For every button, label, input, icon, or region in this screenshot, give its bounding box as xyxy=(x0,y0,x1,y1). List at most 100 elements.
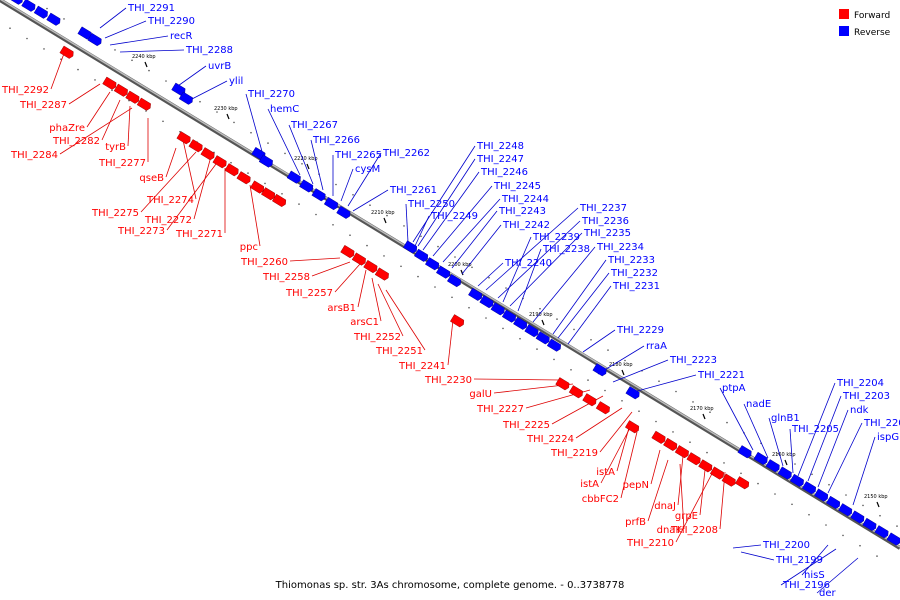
reverse-label-ndk: ndk xyxy=(850,405,869,416)
scale-dot xyxy=(604,389,606,392)
reverse-gene-block xyxy=(535,331,550,345)
reverse-label-hemc: hemC xyxy=(270,104,299,115)
reverse-leader-thi-2267 xyxy=(288,124,314,185)
forward-label-thi-2251: THI_2251 xyxy=(375,346,423,357)
forward-leader-arsb1 xyxy=(357,269,367,308)
forward-leader-thi-2272 xyxy=(193,159,211,220)
reverse-label-thi-2244: THI_2244 xyxy=(501,194,549,205)
scale-dot xyxy=(689,441,691,444)
scale-tick-mark xyxy=(702,413,706,420)
reverse-label-thi-2204: THI_2204 xyxy=(836,378,884,389)
scale-dot xyxy=(723,462,725,464)
reverse-leader-thi-2205 xyxy=(789,428,794,474)
reverse-label-thi-2291: THI_2291 xyxy=(127,3,175,14)
scale-dot xyxy=(505,287,507,289)
scale-dot xyxy=(63,18,65,20)
forward-leader-thi-2210 xyxy=(675,467,716,543)
scale-dot xyxy=(298,203,300,205)
forward-gene-block xyxy=(351,252,366,266)
reverse-label-thi-2265: THI_2265 xyxy=(334,150,382,161)
forward-leader-phazre xyxy=(86,91,111,128)
reverse-gene-block xyxy=(21,0,36,12)
scale-dot xyxy=(519,337,521,340)
forward-label-thi-2260: THI_2260 xyxy=(240,257,288,268)
reverse-genes xyxy=(8,0,900,546)
forward-label-thi-2225: THI_2225 xyxy=(502,420,550,431)
scale-dot xyxy=(553,358,555,361)
reverse-leader-thi-2240 xyxy=(477,262,504,287)
scale-dot xyxy=(437,245,439,248)
reverse-leader-thi-2248 xyxy=(412,145,476,243)
reverse-leader-thi-2200 xyxy=(732,544,762,549)
forward-gene-block xyxy=(651,430,666,444)
forward-label-thi-2272: THI_2272 xyxy=(144,215,192,226)
reverse-label-thi-2235: THI_2235 xyxy=(583,228,631,239)
scale-dot xyxy=(896,525,898,527)
scale-dot xyxy=(845,494,847,496)
reverse-label-glnb1: glnB1 xyxy=(771,413,800,424)
legend-swatch-forward xyxy=(839,9,849,19)
forward-leader-thi-2258 xyxy=(311,261,351,277)
forward-gene-block xyxy=(236,171,251,185)
reverse-gene-block xyxy=(801,481,816,495)
forward-label-thi-2257: THI_2257 xyxy=(285,288,333,299)
forward-gene-block xyxy=(212,155,227,169)
scale-dot xyxy=(383,255,385,257)
forward-leader-arsc1 xyxy=(371,277,382,322)
forward-label-thi-2274: THI_2274 xyxy=(146,195,194,206)
scale-dot xyxy=(352,194,354,196)
scale-tick-mark xyxy=(144,61,148,68)
forward-gene-block xyxy=(709,466,724,480)
reverse-label-recr: recR xyxy=(170,31,193,42)
chromosome-backbone xyxy=(0,0,900,550)
scale-dot xyxy=(199,100,201,103)
scale-dot xyxy=(284,152,286,155)
reverse-leader-thi-2247 xyxy=(417,158,476,247)
scale-dot xyxy=(216,111,218,113)
scale-dot xyxy=(165,80,167,82)
forward-label-thi-2277: THI_2277 xyxy=(98,158,146,169)
reverse-label-thi-2261: THI_2261 xyxy=(389,185,437,196)
scale-dot xyxy=(281,193,283,195)
scale-dot xyxy=(740,472,742,475)
forward-leader-thi-2284 xyxy=(59,107,133,155)
reverse-leader-thi-2250 xyxy=(405,203,409,243)
reverse-label-thi-2267: THI_2267 xyxy=(290,120,338,131)
reverse-gene-block xyxy=(468,287,483,301)
forward-label-thi-2284: THI_2284 xyxy=(10,150,58,161)
forward-gene-block xyxy=(735,476,750,490)
reverse-label-thi-2247: THI_2247 xyxy=(476,154,524,165)
reverse-leader-thi-2238 xyxy=(517,248,542,312)
scale-dot xyxy=(335,183,337,186)
forward-gene-block xyxy=(663,437,678,451)
scale-dot xyxy=(264,182,266,185)
scale-dot xyxy=(757,482,759,485)
scale-dot xyxy=(859,544,861,547)
reverse-gene-block xyxy=(777,466,792,480)
forward-leader-thi-2252 xyxy=(377,283,404,337)
reverse-leader-thi-2236 xyxy=(497,220,581,299)
scale-dot xyxy=(607,349,609,351)
reverse-leader-thi-2237 xyxy=(485,207,579,291)
scale-dot xyxy=(638,410,640,413)
scale-dot xyxy=(570,369,572,371)
reverse-label-thi-2203: THI_2203 xyxy=(842,391,890,402)
reverse-label-der: der xyxy=(819,588,837,599)
reverse-gene-block xyxy=(336,205,351,219)
forward-gene-block xyxy=(59,45,74,59)
forward-leader-dnak xyxy=(679,463,685,530)
reverse-leader-hemc xyxy=(267,108,301,176)
reverse-leader-thi-2235 xyxy=(509,232,583,307)
scale-tick-mark xyxy=(541,319,545,326)
forward-label-galu: galU xyxy=(469,389,492,400)
forward-label-tyrb: tyrB xyxy=(105,142,126,153)
scale-dot xyxy=(573,328,575,331)
scale-dot xyxy=(692,401,694,403)
reverse-gene-block xyxy=(862,517,877,531)
reverse-gene-block xyxy=(501,309,516,323)
reverse-gene-block xyxy=(850,510,865,524)
reverse-gene-block xyxy=(765,459,780,473)
forward-gene-block xyxy=(113,83,128,97)
forward-leader-ista xyxy=(600,427,631,484)
